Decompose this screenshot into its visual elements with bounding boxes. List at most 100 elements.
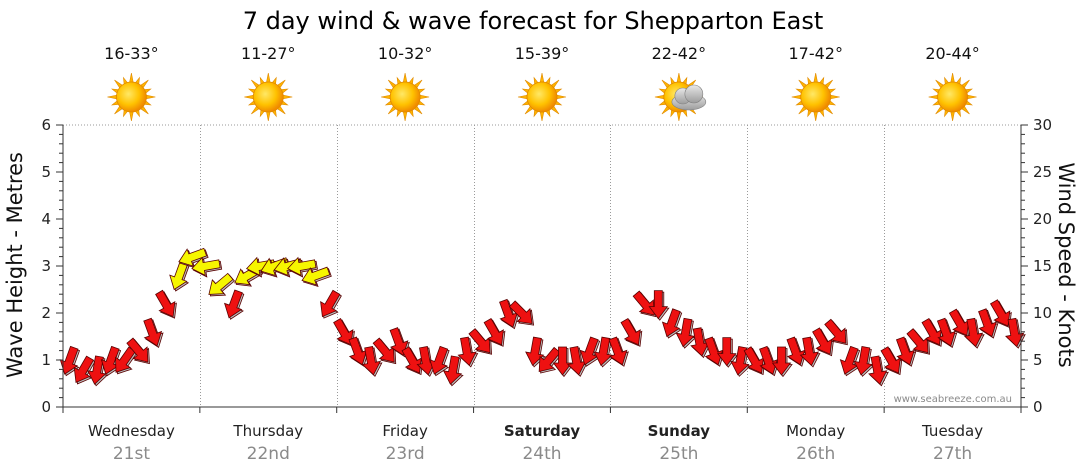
wind-arrow (457, 336, 477, 367)
day-header-thursday: 11-27° Thursday 22nd (232, 44, 303, 464)
sun-ray (950, 72, 955, 83)
sun-disc (526, 81, 558, 113)
wind-arrow (786, 336, 806, 366)
day-name: Monday (786, 422, 845, 440)
sun-ray (146, 94, 156, 100)
cloud-icon (671, 84, 707, 111)
y-right-tick-label: 30 (1033, 116, 1052, 134)
y-right-tick-label: 15 (1033, 257, 1052, 275)
sun-ray (129, 111, 134, 122)
sun-ray (129, 72, 134, 83)
day-header-wednesday: 16-33° Wednesday 21st (88, 44, 175, 464)
wind-arrow (608, 336, 628, 366)
sun-ray (791, 94, 802, 100)
y-right-tick-label: 0 (1033, 398, 1043, 416)
wind-arrow (648, 290, 669, 320)
y-left-tick-label: 0 (41, 398, 51, 416)
temperature-range: 20-44° (925, 44, 980, 63)
sun-icon (244, 72, 293, 122)
wind-arrow (442, 355, 463, 385)
day-date: 22nd (247, 444, 290, 464)
temperature-range: 10-32° (378, 44, 433, 63)
wind-arrow (978, 308, 997, 338)
y-right-tick-label: 20 (1033, 210, 1052, 228)
day-header-monday: 17-42° Monday 26th (786, 44, 845, 464)
y-right-tick-label: 10 (1033, 304, 1052, 322)
wind-arrow (661, 308, 681, 338)
wind-arrow (799, 336, 820, 367)
sun-ray (282, 94, 293, 100)
wind-arrow (853, 346, 873, 376)
wind-arrow (824, 318, 847, 344)
day-date: 25th (659, 444, 698, 464)
day-name: Friday (382, 422, 428, 440)
wind-arrow (333, 317, 354, 346)
sun-ray (813, 72, 818, 83)
sun-ray (419, 94, 430, 100)
wind-arrow (704, 336, 724, 366)
sun-ray (266, 72, 271, 83)
wind-arrow (320, 289, 341, 318)
temperature-range: 15-39° (515, 44, 570, 63)
sun-disc (800, 81, 832, 113)
wind-arrow (191, 256, 221, 277)
day-name: Tuesday (921, 422, 983, 440)
day-date: 23rd (386, 444, 425, 464)
day-date: 24th (522, 444, 561, 464)
y-left-tick-label: 3 (41, 257, 51, 275)
wind-arrow (632, 290, 655, 316)
cloud-puff (684, 84, 704, 104)
wind-arrow (208, 272, 234, 295)
sun-disc (252, 81, 284, 113)
sun-ray (556, 94, 567, 100)
wind-arrow (143, 317, 163, 347)
watermark: www.seabreeze.com.au (894, 394, 1012, 405)
wind-arrow (620, 317, 641, 346)
day-name: Saturday (504, 422, 581, 440)
y-left-axis-title: Wave Height - Metres (3, 152, 27, 378)
temperature-range: 22-42° (652, 44, 707, 63)
wind-arrow (989, 299, 1011, 327)
sun-ray (381, 94, 391, 100)
wind-arrow (868, 355, 888, 385)
wind-arrow (287, 256, 317, 277)
sun-ray (266, 111, 271, 122)
y-right-tick-label: 25 (1033, 163, 1052, 181)
y-right-axis-title: Wind Speed - Knots (1054, 162, 1078, 367)
sun-ray (244, 94, 254, 100)
temperature-range: 17-42° (788, 44, 843, 63)
sun-disc (116, 81, 147, 113)
chart-axes: 0 1 2 3 4 5 6 0 5 10 15 20 25 30 (41, 116, 1052, 416)
day-header-friday: 10-32° Friday 23rd (378, 44, 433, 464)
sun-icon (791, 72, 840, 122)
temperature-range: 16-33° (104, 44, 159, 63)
y-left-tick-label: 2 (41, 304, 51, 322)
sun-ray (402, 111, 408, 122)
wind-arrow (224, 289, 243, 319)
day-date: 26th (796, 444, 835, 464)
wind-arrow (936, 317, 956, 347)
sun-icon (381, 72, 430, 122)
sun-ray (813, 111, 818, 122)
sun-ray (676, 111, 682, 122)
day-header-sunday: 22-42° Sunday 25th (648, 44, 711, 464)
wind-arrow (895, 336, 915, 366)
wind-arrows (59, 247, 1026, 387)
wind-arrow (73, 355, 95, 383)
y-left-tick-label: 1 (41, 351, 51, 369)
wind-arrow (716, 337, 737, 367)
y-left-tick-label: 4 (41, 210, 51, 228)
day-date: 27th (933, 444, 972, 464)
sun-ray (967, 94, 977, 100)
sun-ray (950, 111, 955, 122)
temperature-range: 11-27° (241, 44, 296, 63)
day-name: Sunday (648, 422, 711, 440)
wind-arrow (429, 345, 449, 375)
y-left-tick-label: 6 (41, 116, 51, 134)
sun-ray (517, 94, 528, 100)
wind-arrow (1005, 317, 1025, 348)
y-right-tick-label: 5 (1033, 351, 1043, 369)
day-name: Wednesday (88, 422, 175, 440)
day-header-tuesday: 20-44° Tuesday 27th (921, 44, 983, 464)
wind-arrow (508, 300, 533, 325)
